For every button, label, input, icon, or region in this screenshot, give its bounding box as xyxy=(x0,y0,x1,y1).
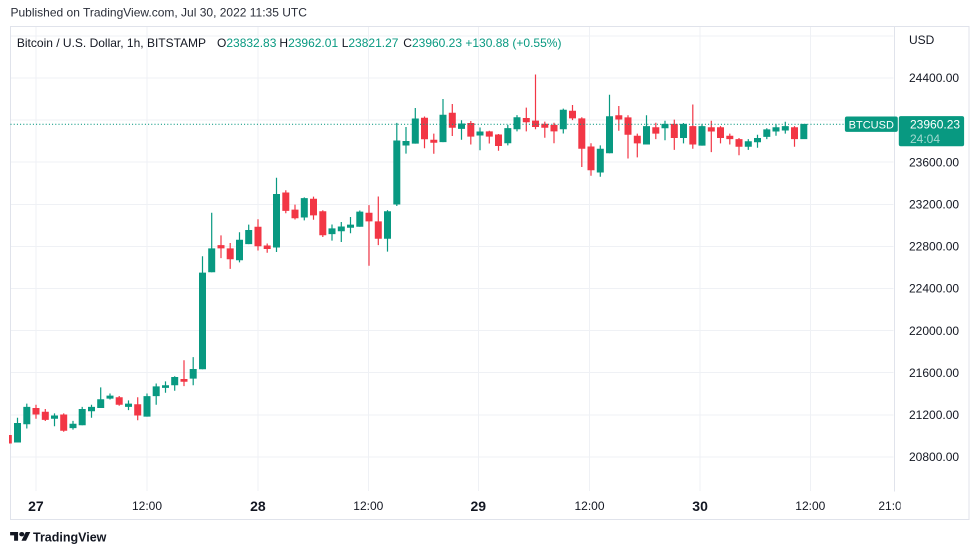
svg-text:TradingView: TradingView xyxy=(33,530,107,544)
svg-text:27: 27 xyxy=(28,498,44,514)
svg-text:BTCUSD: BTCUSD xyxy=(849,119,894,131)
svg-text:30: 30 xyxy=(692,498,708,514)
svg-text:Published on TradingView.com,: Published on TradingView.com, Jul 30, 20… xyxy=(11,6,308,20)
svg-text:21200.00: 21200.00 xyxy=(909,408,959,422)
svg-text:Bitcoin / U.S. Dollar, 1h, BIT: Bitcoin / U.S. Dollar, 1h, BITSTAMP xyxy=(17,36,206,50)
svg-text:L23821.27: L23821.27 xyxy=(342,36,399,50)
svg-text:12:00: 12:00 xyxy=(795,499,825,513)
svg-text:23960.23: 23960.23 xyxy=(910,118,960,132)
svg-text:28: 28 xyxy=(250,498,266,514)
svg-text:21:00: 21:00 xyxy=(878,499,908,513)
svg-text:12:00: 12:00 xyxy=(132,499,162,513)
svg-text:22400.00: 22400.00 xyxy=(909,282,959,296)
svg-text:22000.00: 22000.00 xyxy=(909,324,959,338)
svg-text:21600.00: 21600.00 xyxy=(909,366,959,380)
svg-text:C23960.23 +130.88 (+0.55%): C23960.23 +130.88 (+0.55%) xyxy=(403,36,561,50)
svg-text:12:00: 12:00 xyxy=(353,499,383,513)
svg-text:O23832.83: O23832.83 xyxy=(217,36,277,50)
svg-text:USD: USD xyxy=(909,33,935,47)
svg-text:20800.00: 20800.00 xyxy=(909,450,959,464)
svg-text:24400.00: 24400.00 xyxy=(909,71,959,85)
svg-text:22800.00: 22800.00 xyxy=(909,240,959,254)
svg-text:23200.00: 23200.00 xyxy=(909,198,959,212)
svg-text:24:04: 24:04 xyxy=(910,132,940,146)
svg-text:H23962.01: H23962.01 xyxy=(279,36,338,50)
svg-text:23600.00: 23600.00 xyxy=(909,155,959,169)
svg-text:29: 29 xyxy=(471,498,487,514)
svg-text:12:00: 12:00 xyxy=(574,499,604,513)
